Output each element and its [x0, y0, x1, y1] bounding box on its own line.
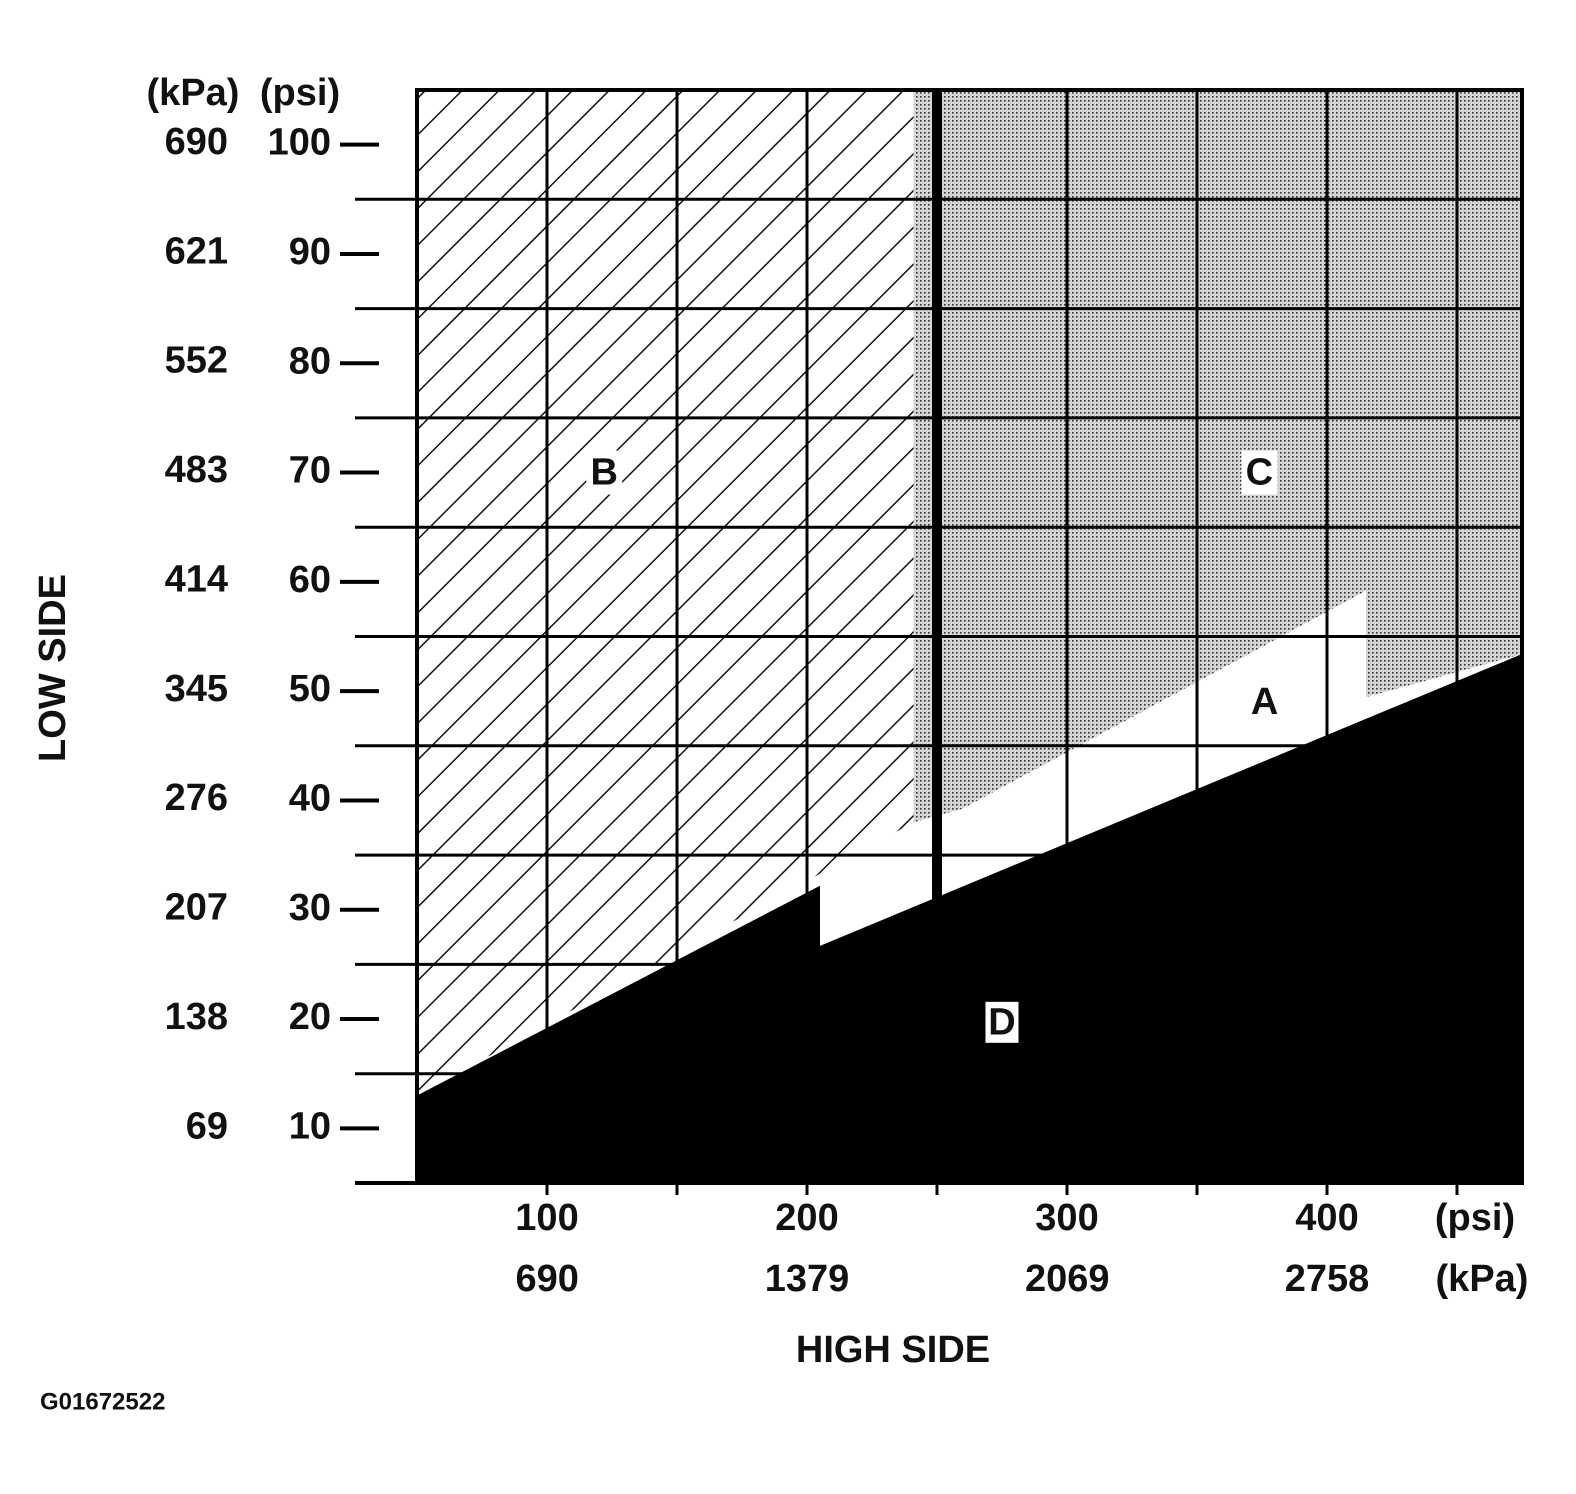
y2-unit: (kPa): [147, 72, 240, 114]
y-axis-title: LOW SIDE: [32, 574, 74, 762]
region-black: [417, 653, 1522, 1183]
x-tick-label: 400: [1295, 1197, 1358, 1239]
y-unit: (psi): [260, 72, 340, 114]
y2-tick-label: 621: [165, 230, 228, 272]
y2-tick-label: 345: [165, 668, 228, 710]
x2-tick-label: 2069: [1025, 1258, 1110, 1300]
y2-tick-label: 276: [165, 777, 228, 819]
region-white: [820, 590, 1366, 946]
region-label-box: [1241, 450, 1278, 495]
y-tick-label: 40: [289, 777, 331, 819]
region-label: B: [590, 452, 617, 494]
x-axis-title: HIGH SIDE: [796, 1329, 990, 1371]
y2-tick-label: 414: [165, 558, 228, 600]
x-tick-label: 100: [515, 1197, 578, 1239]
y-tick-label: 20: [289, 996, 331, 1038]
y-tick-label: 10: [289, 1105, 331, 1147]
y2-tick-label: 552: [165, 340, 228, 382]
x2-tick-label: 690: [515, 1258, 578, 1300]
region-label-box: [586, 450, 623, 495]
y-tick-label: 100: [268, 122, 331, 164]
y-tick-label: 30: [289, 887, 331, 929]
y2-tick-label: 69: [186, 1105, 228, 1147]
x2-tick-label: 1379: [765, 1258, 850, 1300]
x-tick-label: 200: [775, 1197, 838, 1239]
region-label: D: [988, 1001, 1015, 1043]
y2-tick-label: 138: [165, 996, 228, 1038]
region-label: C: [1246, 452, 1273, 494]
y-tick-label: 70: [289, 450, 331, 492]
labels: 10 20 30 40 50 60 70 80 90 100 69 138 207 276 345 414 48…: [165, 121, 1370, 1300]
y-tick-label: 80: [289, 340, 331, 382]
y-tick-label: 50: [289, 668, 331, 710]
y-tick-label: 90: [289, 231, 331, 273]
region-hatch: [417, 90, 914, 1096]
y2-tick-label: 690: [165, 121, 228, 163]
region-label: A: [1251, 681, 1278, 723]
region-label-box: [1246, 680, 1283, 725]
y2-tick-label: 207: [165, 887, 228, 929]
x2-unit: (kPa): [1436, 1258, 1529, 1300]
region-label-box: [982, 998, 1022, 1046]
grid: [340, 88, 1524, 1195]
x-tick-label: 300: [1035, 1197, 1098, 1239]
y2-tick-label: 483: [165, 449, 228, 491]
figure-id: G01672522: [40, 1388, 165, 1415]
x-unit: (psi): [1435, 1197, 1515, 1239]
y-tick-label: 60: [289, 559, 331, 601]
x2-tick-label: 2758: [1285, 1258, 1370, 1300]
